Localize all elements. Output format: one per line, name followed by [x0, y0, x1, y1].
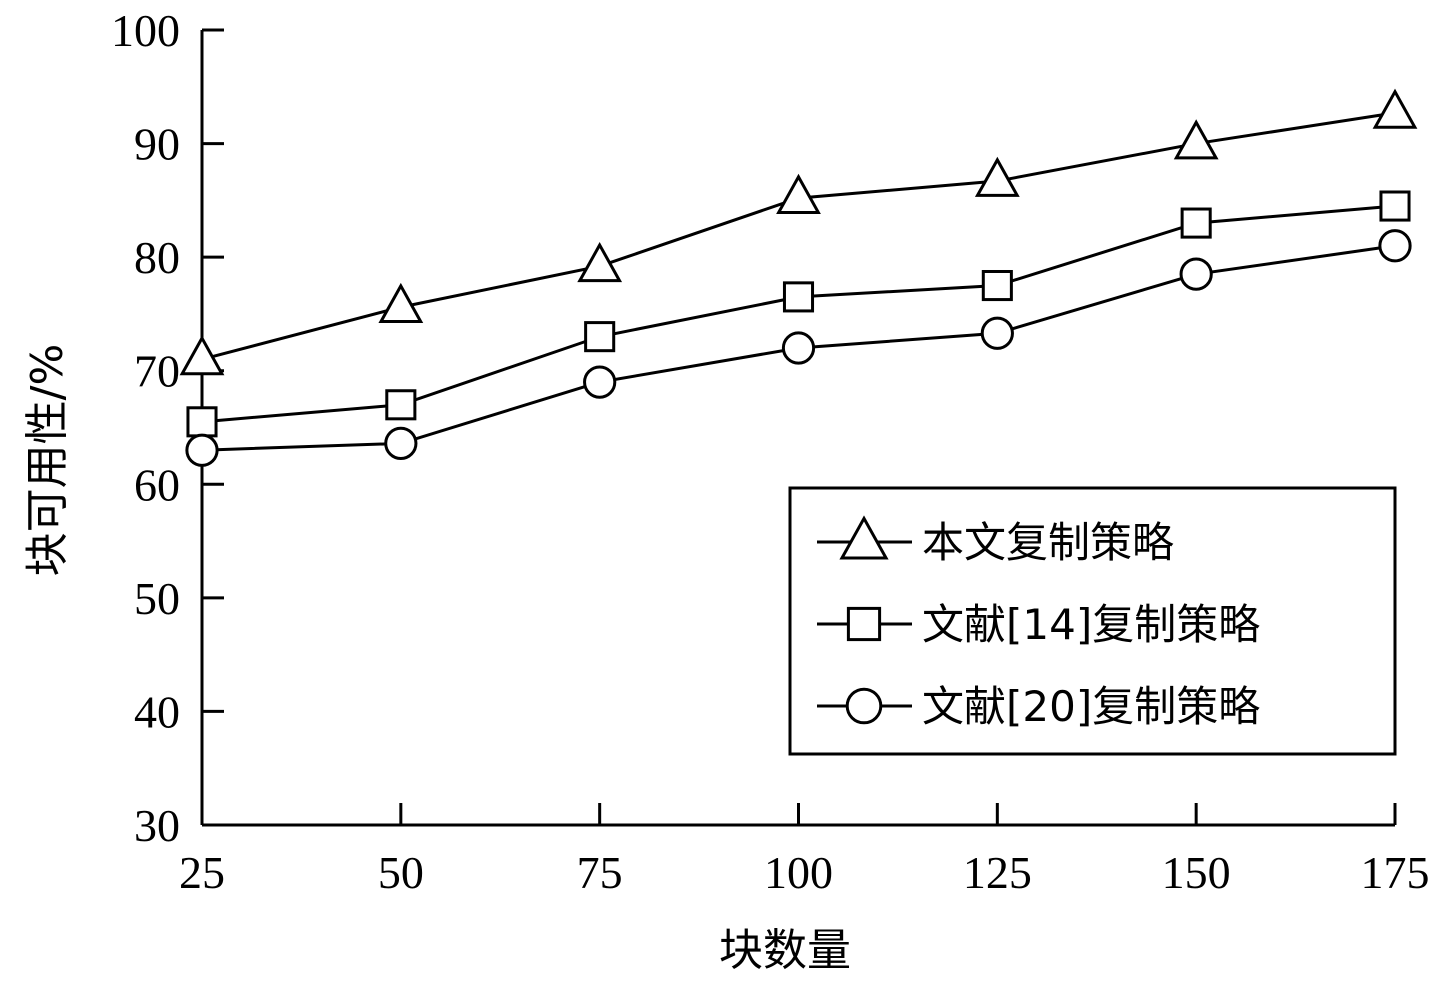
x-tick-label: 175	[1361, 847, 1429, 898]
y-tick-label: 30	[134, 800, 180, 851]
y-tick-label: 50	[134, 573, 180, 624]
data-point-triangle	[974, 156, 1020, 197]
legend-marker-circle	[845, 687, 883, 725]
data-point-triangle	[776, 173, 821, 214]
y-axis-ticks: 30 40 50 60 70 80 90 100	[111, 5, 224, 851]
y-tick-label: 40	[134, 686, 180, 737]
data-point-square	[981, 269, 1013, 302]
x-axis-ticks: 25 50 75 100 125 150 175	[179, 803, 1429, 898]
legend-item: 文献[14]复制策略	[817, 600, 1260, 649]
series-triangle	[179, 88, 1418, 376]
data-point-circle	[185, 433, 219, 467]
x-tick-label: 150	[1162, 847, 1231, 898]
data-point-square	[1379, 190, 1411, 222]
legend-label: 本文复制策略	[922, 518, 1174, 567]
data-point-triangle	[1173, 119, 1219, 160]
data-point-square	[1180, 207, 1212, 239]
data-point-triangle	[378, 282, 424, 323]
x-tick-label: 125	[963, 847, 1032, 898]
data-point-circle	[384, 426, 418, 461]
y-axis-title: 块可用性/%	[22, 344, 73, 577]
y-tick-label: 80	[134, 232, 180, 283]
series-line	[201, 204, 1396, 424]
y-tick-label: 100	[111, 5, 180, 56]
x-axis-title: 块数量	[719, 925, 851, 976]
data-point-circle	[781, 331, 816, 365]
data-point-square	[385, 389, 417, 421]
legend-marker-square	[846, 606, 882, 642]
legend-label: 文献[20]复制策略	[922, 682, 1260, 731]
data-point-square	[584, 321, 616, 353]
data-point-circle	[980, 316, 1014, 350]
y-tick-label: 70	[134, 346, 180, 397]
data-point-circle	[1378, 229, 1412, 263]
data-point-triangle	[1372, 88, 1418, 129]
data-point-circle	[583, 365, 617, 399]
data-point-square	[782, 281, 815, 313]
legend-item: 本文复制策略	[817, 515, 1174, 567]
x-tick-label: 25	[179, 847, 225, 898]
legend-box	[788, 486, 1397, 756]
y-tick-label: 60	[134, 459, 180, 510]
series-square	[186, 190, 1411, 438]
data-point-triangle	[577, 241, 623, 283]
x-tick-label: 100	[764, 847, 833, 898]
series-group	[179, 88, 1418, 467]
data-point-square	[186, 406, 218, 438]
y-tick-label: 90	[134, 119, 180, 170]
legend-item: 文献[20]复制策略	[817, 682, 1260, 731]
legend-marker-triangle	[839, 515, 889, 560]
x-tick-label: 50	[378, 847, 424, 898]
legend-label: 文献[14]复制策略	[922, 600, 1260, 649]
data-point-triangle	[179, 335, 225, 376]
x-tick-label: 75	[577, 847, 623, 898]
series-circle	[185, 229, 1412, 467]
data-point-circle	[1179, 257, 1213, 291]
